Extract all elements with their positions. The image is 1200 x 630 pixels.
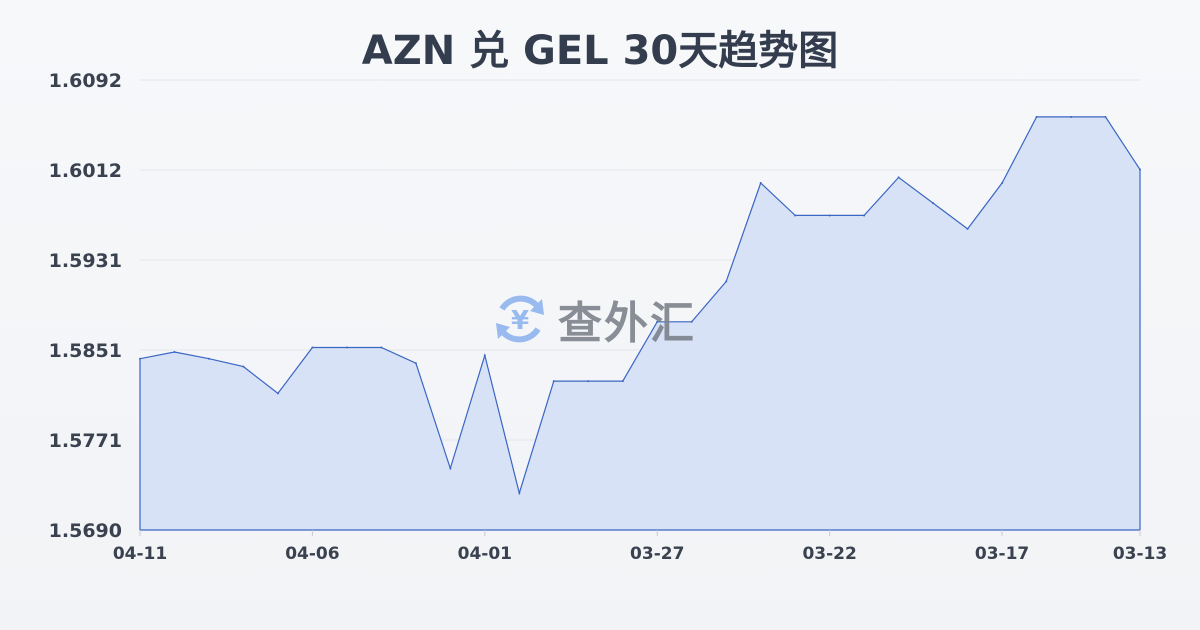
yen-exchange-icon: ¥: [496, 295, 544, 343]
data-point: [725, 280, 728, 283]
data-point: [1104, 115, 1107, 118]
x-tick-label: 04-06: [285, 544, 339, 564]
data-point: [242, 365, 245, 368]
x-tick-label: 03-22: [802, 544, 856, 564]
data-point: [794, 214, 797, 217]
data-point: [380, 346, 383, 349]
data-point: [414, 362, 417, 365]
x-tick-label: 04-01: [458, 544, 512, 564]
watermark: ¥ 查外汇: [490, 287, 696, 351]
data-point: [1070, 115, 1073, 118]
watermark-text: 查外汇: [558, 298, 696, 349]
data-point: [587, 380, 590, 383]
data-point: [621, 380, 624, 383]
data-point: [207, 357, 210, 360]
data-point: [932, 202, 935, 205]
data-point: [276, 392, 279, 395]
x-tick-label: 03-27: [630, 544, 684, 564]
data-point: [449, 467, 452, 470]
x-tick-label: 04-11: [113, 544, 167, 564]
data-point: [966, 227, 969, 230]
data-point: [483, 354, 486, 357]
y-tick-label: 1.5690: [49, 520, 122, 542]
y-tick-label: 1.5851: [49, 340, 122, 362]
data-point: [311, 346, 314, 349]
data-point: [552, 380, 555, 383]
data-point: [828, 214, 831, 217]
data-point: [897, 176, 900, 179]
svg-text:¥: ¥: [511, 306, 529, 336]
data-point: [1035, 115, 1038, 118]
data-point: [759, 181, 762, 184]
y-tick-label: 1.5931: [49, 250, 122, 272]
data-point: [656, 320, 659, 323]
data-point: [863, 214, 866, 217]
x-tick-label: 03-13: [1113, 544, 1167, 564]
data-point: [518, 492, 521, 495]
data-point: [1139, 168, 1141, 171]
x-tick-label: 03-17: [975, 544, 1029, 564]
data-point: [1001, 181, 1004, 184]
y-tick-label: 1.6012: [49, 160, 122, 182]
data-point: [690, 320, 693, 323]
data-point: [139, 357, 141, 360]
chart-title: AZN 兑 GEL 30天趋势图: [361, 28, 839, 74]
y-tick-label: 1.5771: [49, 430, 122, 452]
data-point: [173, 351, 176, 354]
data-point: [345, 346, 348, 349]
y-tick-label: 1.6092: [49, 70, 122, 92]
